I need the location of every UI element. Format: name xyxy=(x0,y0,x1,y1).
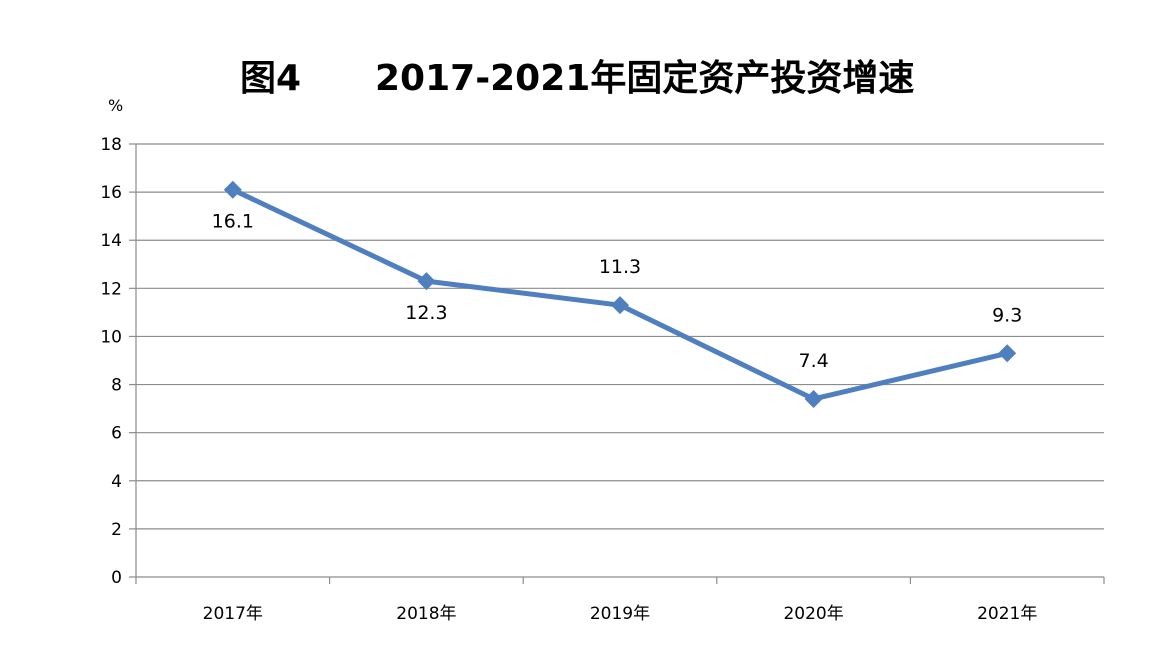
data-label: 7.4 xyxy=(798,350,828,372)
data-label: 9.3 xyxy=(992,304,1022,326)
chart-title: 2017-2021年固定资产投资增速 xyxy=(375,58,914,99)
x-tick-labels: 2017年 2018年 2019年 2020年 2021年 xyxy=(203,604,1038,624)
y-tick-label: 6 xyxy=(111,424,122,444)
y-tick-label: 2 xyxy=(111,520,122,540)
y-tick-label: 14 xyxy=(100,231,122,251)
data-point-marker xyxy=(998,344,1017,363)
axes xyxy=(129,143,1105,584)
y-tick-labels: 0 2 4 6 8 10 12 14 16 18 xyxy=(100,135,122,588)
data-label: 16.1 xyxy=(212,211,254,233)
data-label: 11.3 xyxy=(599,256,641,278)
y-tick-label: 4 xyxy=(111,472,122,492)
data-point-marker xyxy=(804,389,823,408)
y-tick-label: 10 xyxy=(100,327,122,347)
data-point-marker xyxy=(223,180,242,199)
x-tick-label: 2017年 xyxy=(203,604,263,624)
data-label: 12.3 xyxy=(405,302,447,324)
y-tick-label: 8 xyxy=(111,376,122,396)
figure-number: 图4 xyxy=(240,58,301,99)
x-tick-label: 2021年 xyxy=(977,604,1037,624)
y-tick-label: 16 xyxy=(100,183,122,203)
x-tick-label: 2020年 xyxy=(783,604,843,624)
data-point-marker xyxy=(417,272,436,291)
series-group xyxy=(223,180,1017,408)
data-labels: 16.1 12.3 11.3 7.4 9.3 xyxy=(212,211,1023,372)
x-tick-label: 2018年 xyxy=(396,604,456,624)
data-point-marker xyxy=(611,296,629,315)
y-tick-label: 18 xyxy=(100,135,122,155)
series-line xyxy=(231,187,1008,402)
y-tick-label: 12 xyxy=(100,279,122,299)
x-tick-label: 2019年 xyxy=(590,604,650,624)
y-axis-unit: % xyxy=(108,96,123,115)
y-tick-label: 0 xyxy=(111,568,122,588)
gridlines xyxy=(136,143,1104,530)
